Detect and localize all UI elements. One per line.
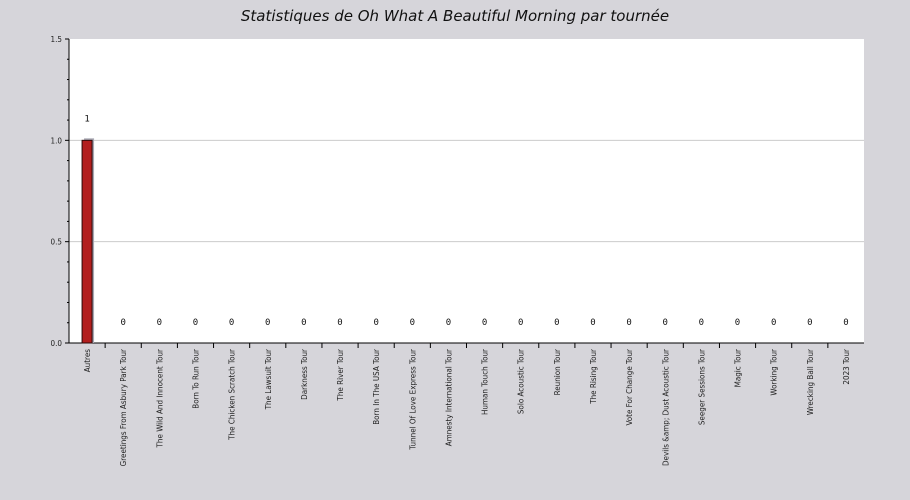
plot-background bbox=[69, 39, 864, 343]
category-label: Reunion Tour bbox=[553, 349, 562, 395]
data-label: 1 bbox=[84, 114, 89, 124]
category-label: Human Touch Tour bbox=[481, 349, 490, 415]
category-label: Magic Tour bbox=[734, 349, 743, 387]
category-label: Wrecking Ball Tour bbox=[806, 349, 815, 415]
chart-title: Statistiques de Oh What A Beautiful Morn… bbox=[241, 7, 669, 25]
data-label: 0 bbox=[337, 318, 342, 328]
y-tick-label: 1.0 bbox=[51, 136, 63, 145]
category-label: The River Tour bbox=[336, 349, 345, 402]
data-label: 0 bbox=[193, 318, 198, 328]
data-label: 0 bbox=[663, 318, 668, 328]
data-label: 0 bbox=[807, 318, 812, 328]
category-label: Born In The USA Tour bbox=[372, 349, 381, 425]
y-tick-label: 0.5 bbox=[51, 238, 62, 247]
data-label: 0 bbox=[843, 318, 848, 328]
plot-area: 0.0 0.5 1.0 1.5 1 Autres 0 Greetings From Asbur… bbox=[51, 35, 864, 466]
category-label: Amnesty International Tour bbox=[444, 349, 453, 446]
bar bbox=[81, 139, 93, 344]
data-label: 0 bbox=[265, 318, 270, 328]
category-label: Darkness Tour bbox=[300, 349, 309, 400]
category-label: The Rising Tour bbox=[589, 349, 598, 405]
category-label: Autres bbox=[83, 349, 92, 373]
y-tick-label: 0.0 bbox=[51, 339, 63, 348]
category-label: Seeger Sessions Tour bbox=[697, 349, 706, 425]
category-label: Greetings From Asbury Park Tour bbox=[119, 349, 128, 466]
category-label: Solo Acoustic Tour bbox=[517, 349, 526, 414]
category-label: The Wild And Innocent Tour bbox=[155, 349, 164, 449]
data-label: 0 bbox=[554, 318, 559, 328]
data-label: 0 bbox=[626, 318, 631, 328]
data-label: 0 bbox=[771, 318, 776, 328]
data-label: 0 bbox=[301, 318, 306, 328]
category-label: Tunnel Of Love Express Tour bbox=[408, 349, 417, 451]
data-label: 0 bbox=[229, 318, 234, 328]
data-label: 0 bbox=[157, 318, 162, 328]
category-label: Born To Run Tour bbox=[191, 349, 200, 409]
data-label: 0 bbox=[699, 318, 704, 328]
data-label: 0 bbox=[446, 318, 451, 328]
category-label: The Chicken Scratch Tour bbox=[228, 349, 237, 441]
category-label: Devils &amp; Dust Acoustic Tour bbox=[661, 349, 670, 466]
category-label: The Lawsuit Tour bbox=[264, 349, 273, 410]
data-label: 0 bbox=[373, 318, 378, 328]
data-label: 0 bbox=[735, 318, 740, 328]
data-label: 0 bbox=[410, 318, 415, 328]
data-label: 0 bbox=[590, 318, 595, 328]
data-label: 0 bbox=[120, 318, 125, 328]
category-label: Vote For Change Tour bbox=[625, 349, 634, 426]
category-label: 2023 Tour bbox=[842, 349, 851, 385]
category-label: Working Tour bbox=[770, 349, 779, 396]
y-tick-label: 1.5 bbox=[51, 35, 62, 44]
data-label: 0 bbox=[518, 318, 523, 328]
data-label: 0 bbox=[482, 318, 487, 328]
